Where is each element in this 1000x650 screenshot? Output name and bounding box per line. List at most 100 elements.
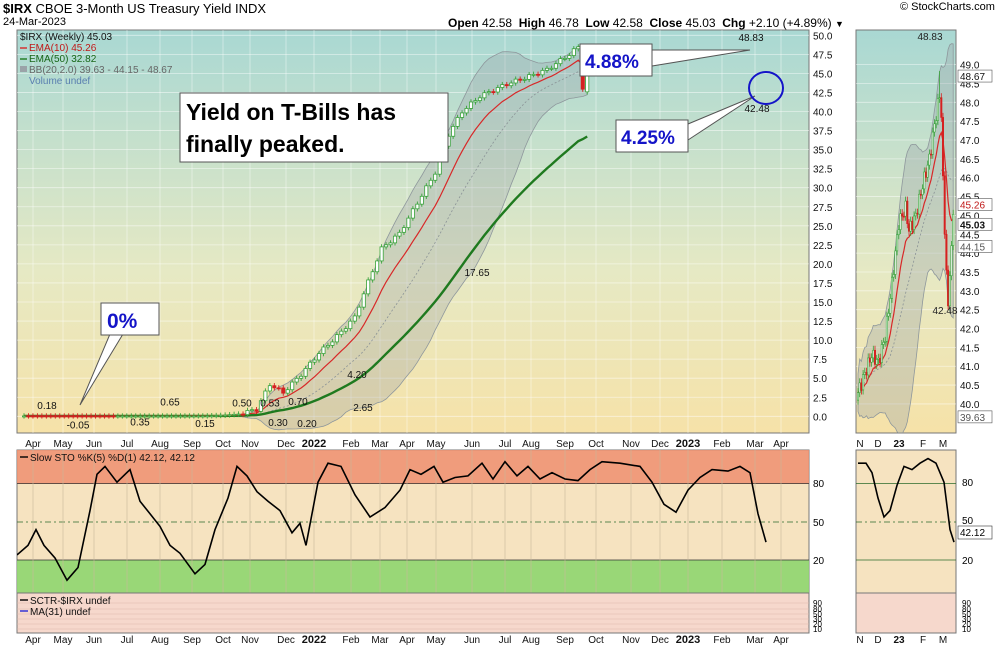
sto-tick-20: 20	[813, 556, 825, 567]
price-candle	[464, 108, 469, 114]
callout-main-box	[179, 92, 449, 163]
sctr-tick-90: 90	[813, 599, 822, 608]
price-candle	[428, 179, 433, 187]
zoom-right-label: 45.26	[960, 201, 985, 212]
price-candle	[330, 341, 335, 346]
zoom-sto-tick-20: 20	[962, 556, 974, 567]
main-y-tick: 25.0	[813, 222, 833, 233]
sto-tick-50: 50	[813, 518, 825, 529]
sctr-legend-title: SCTR-$IRX undef	[30, 596, 111, 607]
price-candle	[254, 409, 259, 412]
price-candle	[410, 208, 415, 219]
zoom-y-tick: 48.0	[960, 98, 980, 109]
x-axis-label: 2022	[302, 634, 326, 646]
callout-zero-box	[100, 302, 160, 336]
zoom-y-tick: 41.5	[960, 343, 980, 354]
zoom-candle	[887, 312, 890, 317]
price-candle	[71, 415, 76, 418]
price-candle	[518, 78, 523, 81]
price-candle	[384, 244, 389, 248]
price-candle	[540, 69, 545, 76]
price-candle	[200, 415, 205, 418]
price-candle	[62, 415, 67, 418]
zoom-stochastic-line	[858, 457, 955, 543]
zoom-high-label: 48.83	[917, 32, 942, 43]
price-candle	[433, 173, 438, 181]
price-candle	[142, 415, 147, 418]
zoom-price-panel: 49.0 48.5 48.0 47.5 47.0 46.5 46.0 45.5 45.0 44.5…	[855, 29, 980, 434]
price-candle	[80, 415, 85, 418]
price-candle	[191, 415, 196, 418]
price-candle	[249, 409, 254, 412]
price-candle	[57, 415, 62, 418]
zoom-candle	[858, 382, 861, 393]
zoom-y-tick: 40.0	[960, 400, 980, 411]
price-candle	[156, 415, 161, 418]
main-y-tick: 27.5	[813, 203, 833, 214]
zoom-candle	[950, 245, 953, 277]
sctr-background	[16, 592, 810, 634]
x-axis-label: Feb	[713, 635, 731, 646]
low-label: Low	[585, 16, 610, 30]
legend-bb-swatch	[20, 66, 27, 72]
main-y-tick: 2.5	[813, 393, 827, 404]
price-candle	[553, 63, 558, 69]
price-candle	[334, 334, 339, 343]
price-candle	[75, 415, 80, 418]
zoom-right-labels: 48.67 45.26 45.03 44.15 39.63	[957, 69, 993, 424]
main-y-tick: 37.5	[813, 127, 833, 138]
main-y-tick: 20.0	[813, 260, 833, 271]
price-candle	[571, 48, 576, 56]
value-label: 2.65	[353, 403, 373, 414]
zoom-candle	[890, 276, 893, 299]
caret-down-icon[interactable]: ▼	[834, 19, 844, 29]
ma31-legend: MA(31) undef	[30, 607, 91, 618]
value-label: 0.15	[195, 419, 215, 430]
zoom-candle	[906, 200, 909, 224]
zoom-candle	[877, 357, 880, 360]
price-candle	[477, 97, 482, 101]
zoom-candle	[930, 153, 933, 156]
price-candle	[352, 315, 357, 322]
price-candle	[558, 58, 563, 65]
main-y-tick: 50.0	[813, 31, 833, 42]
price-candle	[285, 389, 290, 394]
zoom-sctr-tick-20: 20	[962, 620, 971, 629]
price-candle	[209, 415, 214, 418]
zoom-candle	[938, 97, 941, 99]
zoom-candle	[901, 213, 904, 217]
value-label: -0.05	[67, 421, 90, 432]
zoom-candle	[921, 188, 924, 195]
sctr-tick-10: 10	[813, 625, 822, 634]
price-candle	[339, 330, 344, 336]
x-axis-label: Feb	[713, 439, 731, 450]
zoom-candle	[936, 98, 939, 121]
zoom-candle	[865, 371, 868, 376]
sctr-tick-20: 20	[813, 620, 822, 629]
zoom-candle	[948, 275, 951, 307]
price-candle	[30, 415, 35, 418]
price-candle	[120, 415, 125, 418]
zoom-candle	[879, 357, 882, 363]
zoom-candle	[947, 269, 950, 307]
main-y-tick: 30.0	[813, 184, 833, 195]
zoom-y-tick: 48.5	[960, 79, 980, 90]
zoom-candle	[919, 193, 922, 196]
price-candle	[562, 58, 567, 60]
zoom-y-tick: 43.5	[960, 268, 980, 279]
zoom-candle	[907, 223, 910, 232]
zoom-candle	[911, 220, 914, 230]
open-label: Open	[448, 16, 479, 30]
x-axis-label: Mar	[746, 635, 764, 646]
close-value: 45.03	[685, 16, 716, 30]
price-candle	[214, 415, 219, 417]
x-axis-label: Apr	[25, 439, 41, 450]
zoom-right-label: 44.15	[960, 242, 985, 253]
x-axis-label: Nov	[622, 439, 640, 450]
price-candle	[26, 415, 31, 418]
price-candle	[35, 415, 40, 418]
price-candle	[536, 73, 541, 76]
x-axis-label: Aug	[151, 635, 169, 646]
main-y-tick: 5.0	[813, 374, 827, 385]
price-candle	[370, 271, 375, 281]
